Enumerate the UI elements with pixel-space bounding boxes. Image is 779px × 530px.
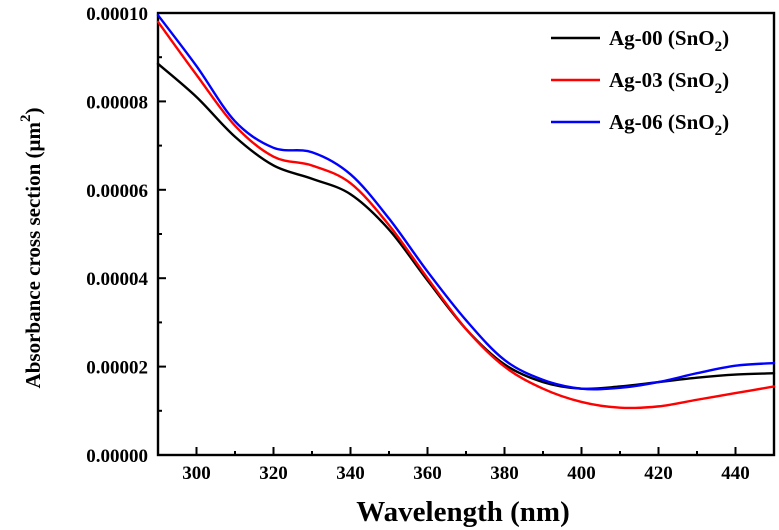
y-axis-title-main: Absorbance cross section (μm: [21, 122, 45, 389]
legend: Ag-00 (SnO2) Ag-03 (SnO2) Ag-06 (SnO2): [551, 26, 729, 139]
y-axis-title-sup: 2: [18, 115, 34, 123]
x-tick-label: 420: [644, 463, 673, 484]
legend-label: Ag-06 (SnO2): [609, 110, 729, 139]
series-line-3: [156, 14, 776, 391]
x-tick-label: 360: [413, 463, 442, 484]
y-axis-title: Absorbance cross section (μm2): [18, 108, 45, 389]
y-tick-label: 0.00010: [86, 4, 148, 25]
x-tick-label: 300: [182, 463, 211, 484]
y-tick-label: 0.00002: [86, 358, 148, 379]
series-layer: [156, 14, 776, 410]
y-tick-label: 0.00006: [86, 181, 148, 202]
y-tick-label: 0.00004: [86, 269, 148, 290]
y-tick-label: 0.00008: [86, 92, 148, 113]
x-tick-label: 440: [721, 463, 750, 484]
y-tick-label: 0.00000: [86, 446, 148, 467]
x-tick-label: 320: [259, 463, 288, 484]
legend-label: Ag-00 (SnO2): [609, 26, 729, 55]
x-axis-title: Wavelength (nm): [356, 496, 569, 528]
y-axis-title-close: ): [21, 108, 45, 115]
x-tick-label: 380: [490, 463, 519, 484]
legend-label: Ag-03 (SnO2): [609, 68, 729, 97]
x-tick-label: 340: [336, 463, 365, 484]
x-tick-label: 400: [567, 463, 596, 484]
series-line-2: [156, 20, 776, 410]
axes-layer: 300 320 340 360 380 400 420 440 0.00000 0.00002 0.…: [86, 4, 776, 484]
